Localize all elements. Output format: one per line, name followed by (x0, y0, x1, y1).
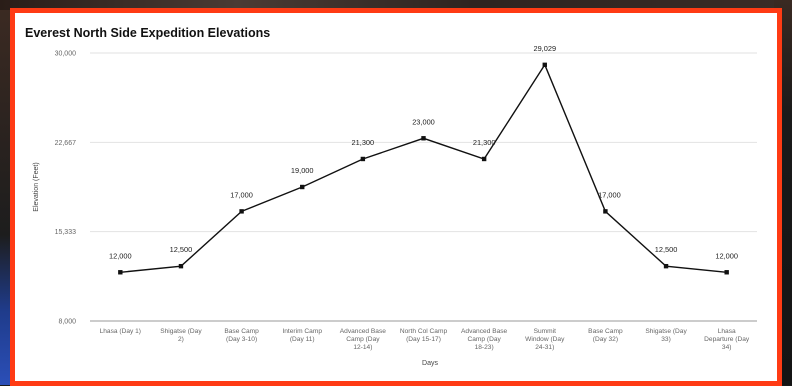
x-tick-label: Shigatse (Day 33) (645, 328, 687, 343)
x-tick-label: Interim Camp (Day 11) (282, 328, 322, 343)
y-axis-ticks: 8,000 15,333 22,667 30,000 (55, 51, 77, 326)
chart-title: Everest North Side Expedition Elevations (25, 26, 270, 40)
data-points (118, 62, 729, 275)
data-point (542, 62, 547, 68)
background-left (0, 10, 12, 385)
data-point (481, 156, 487, 162)
background-top (0, 0, 792, 10)
chart-frame: Everest North Side Expedition Elevations… (10, 8, 782, 386)
data-label: 12,500 (170, 245, 193, 254)
data-point (178, 263, 184, 269)
data-point (239, 209, 244, 214)
series-line (120, 63, 727, 273)
x-tick-label: Summit Window (Day 24-31) (525, 328, 565, 351)
x-tick-label: Advanced Base Camp (Day 18-23) (461, 328, 508, 351)
data-label: 12,000 (109, 251, 132, 260)
data-label: 19,000 (291, 166, 314, 175)
data-point (421, 136, 426, 141)
data-labels: 12,000 12,500 17,000 19,000 21,300 23,000 21,3… (109, 44, 738, 260)
y-axis-label: Elevation (Feet) (33, 162, 40, 211)
data-label: 29,029 (533, 44, 556, 53)
data-point (663, 263, 669, 269)
data-point (603, 209, 608, 214)
data-label: 12,500 (655, 245, 678, 254)
x-tick-label: Base Camp (Day 3-10) (224, 328, 259, 343)
x-tick-label: Shigatse (Day 2) (160, 328, 202, 343)
x-tick-label: North Col Camp (Day 15-17) (400, 328, 448, 343)
y-tick-label: 15,333 (55, 229, 77, 236)
x-tick-label: Base Camp (Day 32) (588, 328, 623, 343)
data-label: 17,000 (598, 190, 621, 199)
data-label: 23,000 (412, 117, 435, 126)
data-point (300, 184, 305, 190)
gridlines (90, 52, 757, 322)
line-chart: Everest North Side Expedition Elevations… (25, 26, 757, 367)
data-label: 21,300 (352, 138, 375, 147)
data-point (360, 156, 366, 162)
x-tick-label: Lhasa (Day 1) (100, 328, 141, 335)
data-label: 12,000 (715, 251, 738, 260)
y-tick-label: 8,000 (58, 319, 76, 326)
y-tick-label: 30,000 (55, 51, 77, 58)
x-axis-label: Days (422, 360, 438, 367)
data-label: 17,000 (230, 190, 253, 199)
data-point (724, 270, 729, 275)
data-label: 21,300 (473, 138, 496, 147)
x-tick-label: Advanced Base Camp (Day 12-14) (340, 328, 387, 351)
x-tick-label: Lhasa Departure (Day 34) (704, 328, 750, 351)
x-axis-categories: Lhasa (Day 1) Shigatse (Day 2) Base Camp (Da… (100, 328, 750, 351)
data-point (118, 270, 123, 275)
y-tick-label: 22,667 (55, 140, 77, 147)
